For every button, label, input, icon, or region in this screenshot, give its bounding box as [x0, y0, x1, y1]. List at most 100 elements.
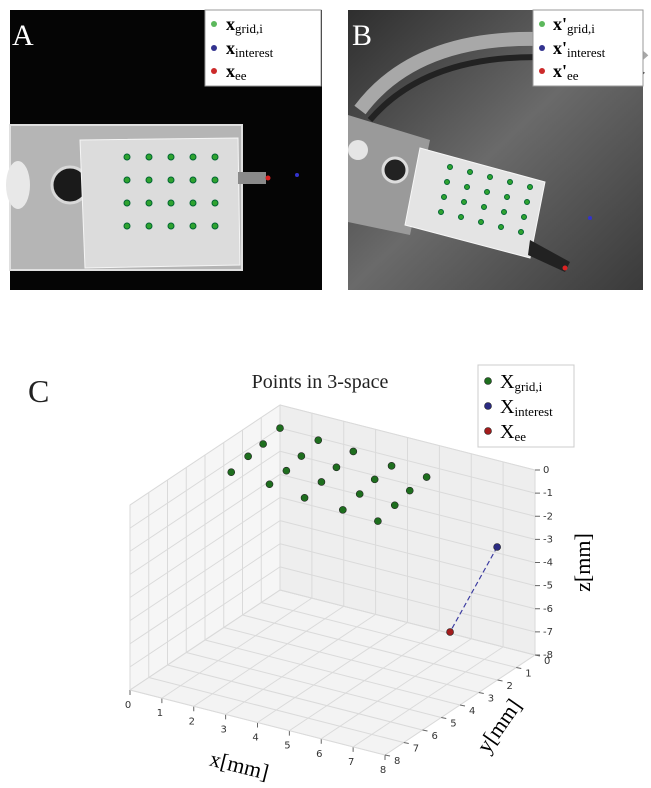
z-tick-label: 0 [543, 465, 549, 476]
point [227, 468, 236, 476]
legend-entry: x'ee [553, 61, 579, 83]
y-tick-label: 7 [413, 744, 419, 755]
x-tick-label: 2 [189, 716, 195, 727]
legend-symbol: X [500, 371, 515, 393]
grid-line [129, 427, 281, 529]
tick-mark [516, 667, 522, 669]
grid-line [279, 566, 536, 633]
point [244, 452, 252, 461]
y-tick-label: 4 [469, 706, 475, 717]
legend-symbol: x [226, 61, 235, 81]
grid-line [279, 404, 536, 471]
tick-mark [441, 717, 447, 719]
point [446, 628, 454, 636]
x-tick-label: 7 [348, 757, 354, 768]
x-tick-label: 0 [125, 700, 131, 711]
grid-line [242, 614, 498, 681]
point [339, 506, 347, 514]
legend-symbol: X [500, 396, 515, 418]
point [317, 478, 326, 486]
y-tick-label: 3 [488, 694, 494, 705]
legend-marker [484, 427, 492, 435]
grid-line [279, 497, 536, 563]
point [405, 486, 414, 495]
grid-line [129, 404, 281, 506]
legend-entry: Xinterest [500, 396, 553, 419]
y-axis-label: y[mm] [471, 694, 526, 757]
grid-line [129, 450, 281, 552]
legend-marker [484, 402, 492, 410]
panel-label: B [352, 19, 372, 52]
point [493, 543, 501, 551]
point [390, 501, 399, 510]
tick-mark [403, 742, 409, 744]
y-tick-label: 2 [507, 681, 513, 692]
point [314, 436, 323, 444]
z-tick-label: -2 [543, 511, 553, 522]
legend-subscript: interest [567, 45, 606, 60]
tick-mark [497, 679, 503, 682]
legend-symbol: x [226, 14, 235, 34]
z-tick-label: -5 [543, 581, 553, 592]
point [276, 424, 284, 432]
legend-subscript: ee [514, 429, 526, 444]
photo-b: B x'grid,i x'interest x'ee [348, 9, 649, 290]
x-tick-label: 8 [380, 765, 386, 776]
photo-a: A xgrid,i xinterest xee [6, 9, 322, 290]
grid-line [129, 473, 281, 575]
tick-mark [478, 692, 484, 694]
grid-line [261, 602, 517, 668]
panel-label: A [12, 19, 34, 52]
grid-line [279, 427, 536, 494]
point [422, 473, 431, 481]
grid-line [279, 520, 536, 587]
point [332, 463, 341, 472]
x-tick-label: 1 [157, 708, 163, 719]
grid-line [279, 543, 536, 610]
z-tick-label: -4 [543, 558, 553, 569]
point [374, 517, 382, 525]
point [297, 452, 306, 460]
x-tick-label: 3 [220, 724, 226, 735]
tick-mark [459, 704, 466, 707]
grid-line [129, 589, 281, 691]
point [265, 480, 274, 489]
y-tick-label: 8 [394, 756, 400, 767]
grid-line [186, 652, 442, 718]
legend-symbol: X [500, 421, 515, 443]
legend-subscript: grid,i [567, 21, 595, 36]
z-tick-label: -3 [543, 534, 553, 545]
x-tick-label: 4 [252, 733, 258, 744]
chart-3d: C Points in 3-space 0123456780123456780-… [28, 364, 595, 785]
z-tick-label: -6 [543, 604, 553, 615]
y-tick-label: 6 [432, 731, 438, 742]
y-tick-label: 5 [450, 719, 456, 730]
point [370, 475, 379, 484]
point [349, 447, 358, 456]
grid-line [129, 520, 281, 622]
legend-entry: xee [226, 61, 247, 83]
legend-entry: x'interest [553, 38, 606, 60]
point [282, 466, 291, 475]
grid-line [148, 677, 404, 743]
tick-mark [422, 729, 428, 732]
legend-marker [484, 377, 492, 385]
grid-line [129, 497, 281, 598]
legend-entry: Xee [500, 421, 526, 444]
z-tick-label: -1 [543, 488, 553, 499]
y-tick-label: 1 [525, 669, 531, 680]
legend-symbol: x' [553, 38, 567, 58]
z-tick-label: -7 [543, 627, 553, 638]
legend-subscript: grid,i [514, 379, 542, 394]
link-line [449, 546, 498, 633]
grid-line [129, 543, 281, 645]
legend-entry: xgrid,i [226, 14, 263, 36]
chart-title: Points in 3-space [252, 371, 389, 393]
legend-subscript: interest [514, 404, 553, 419]
legend-box [477, 364, 575, 448]
z-tick-label: -8 [543, 650, 553, 661]
grid-line [223, 627, 479, 693]
tick-mark [384, 754, 391, 757]
legend-subscript: ee [235, 68, 247, 83]
